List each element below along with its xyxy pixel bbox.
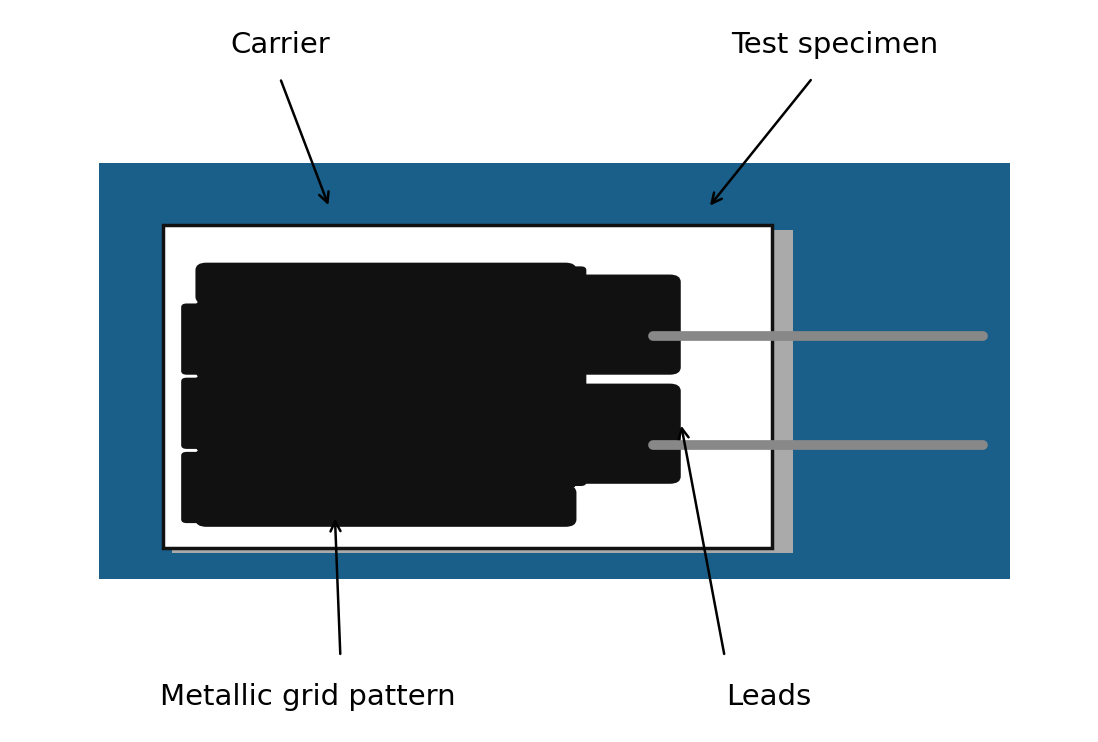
FancyBboxPatch shape xyxy=(195,374,576,416)
FancyBboxPatch shape xyxy=(195,411,576,453)
FancyBboxPatch shape xyxy=(549,341,586,412)
Text: Carrier: Carrier xyxy=(231,30,329,59)
FancyBboxPatch shape xyxy=(181,303,223,375)
FancyBboxPatch shape xyxy=(195,337,576,378)
FancyBboxPatch shape xyxy=(549,266,586,338)
Text: Test specimen: Test specimen xyxy=(731,30,938,59)
FancyBboxPatch shape xyxy=(195,300,576,341)
FancyBboxPatch shape xyxy=(195,448,576,490)
FancyBboxPatch shape xyxy=(195,485,576,527)
FancyBboxPatch shape xyxy=(554,384,681,484)
FancyBboxPatch shape xyxy=(181,452,223,523)
Bar xyxy=(172,230,793,553)
FancyBboxPatch shape xyxy=(549,415,586,486)
FancyBboxPatch shape xyxy=(195,263,576,304)
Bar xyxy=(99,163,1010,579)
Text: Leads: Leads xyxy=(726,683,811,712)
FancyBboxPatch shape xyxy=(181,378,223,449)
Bar xyxy=(163,225,772,548)
FancyBboxPatch shape xyxy=(554,275,681,375)
Text: Metallic grid pattern: Metallic grid pattern xyxy=(159,683,456,712)
